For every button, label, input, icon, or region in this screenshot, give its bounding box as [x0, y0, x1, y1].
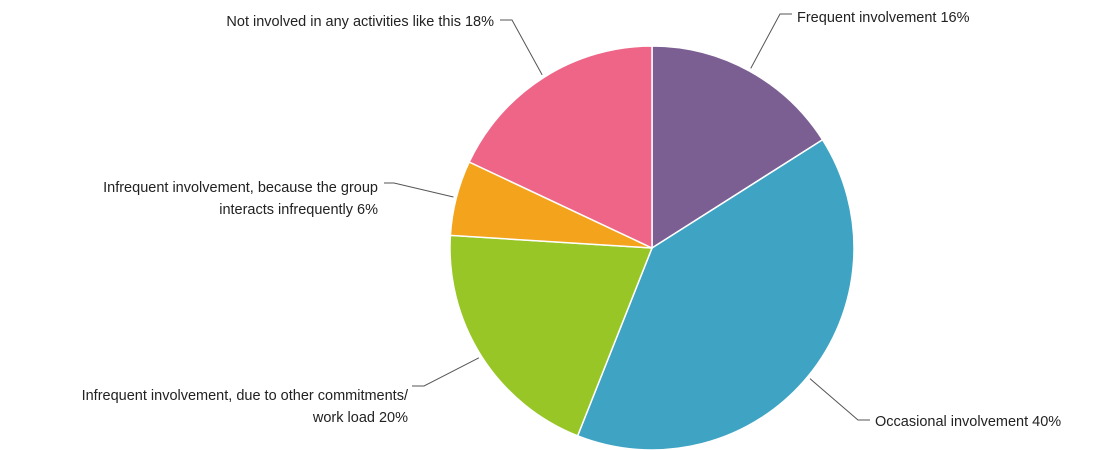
pie-slice-3	[449, 234, 654, 437]
leader-line-5	[500, 19, 543, 76]
slice-label-4-line-2: interacts infrequently 6%	[219, 202, 378, 218]
leader-line-3	[412, 357, 480, 387]
pie-slice-1	[651, 45, 824, 250]
slice-label-1-line-1: Frequent involvement 16%	[797, 10, 970, 26]
leader-line-1	[750, 13, 792, 69]
pie-slices	[449, 45, 855, 450]
leader-line-4	[384, 182, 454, 198]
slice-label-5-line-1: Not involved in any activities like this…	[226, 14, 494, 30]
slice-label-4-line-1: Infrequent involvement, because the grou…	[103, 180, 378, 196]
slice-label-3-line-2: work load 20%	[312, 410, 408, 426]
slice-label-2-line-1: Occasional involvement 40%	[875, 414, 1061, 430]
pie-labels: Frequent involvement 16% Occasional invol…	[82, 10, 1062, 430]
slice-label-3-line-1: Infrequent involvement, due to other com…	[82, 388, 409, 404]
pie-slice-5	[468, 45, 653, 250]
leader-line-2	[809, 378, 870, 421]
